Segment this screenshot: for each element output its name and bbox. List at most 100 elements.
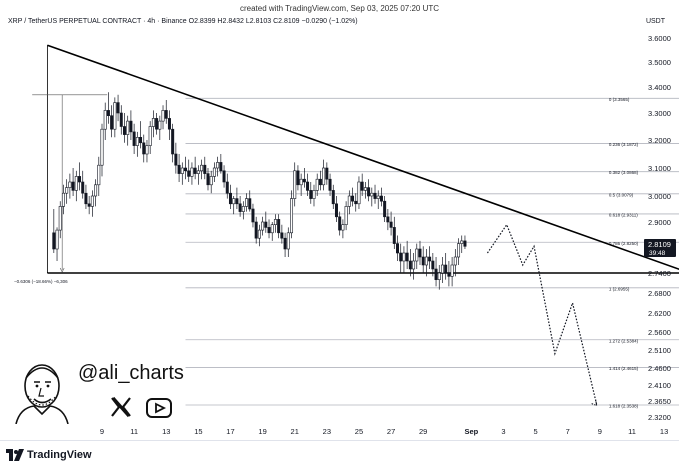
candle-body <box>190 167 194 177</box>
candle-body <box>450 264 454 277</box>
candle-body <box>87 203 91 207</box>
candle-body <box>296 170 300 186</box>
x-tick-label: 21 <box>291 427 299 436</box>
candle-body <box>283 237 287 250</box>
x-tick-label: 23 <box>323 427 331 436</box>
y-tick-label: 2.4600 <box>648 364 671 373</box>
candle-body <box>351 195 355 202</box>
candle-body <box>228 192 232 205</box>
candle-body <box>158 120 162 130</box>
candle-body <box>376 195 380 199</box>
candle-body <box>103 110 107 130</box>
descending-triangle <box>46 44 679 274</box>
candle-body <box>257 229 261 239</box>
candle-body <box>167 118 171 130</box>
price-axis[interactable]: 3.6000 3.5000 3.4000 3.3000 3.2000 3.1000 3.00… <box>648 34 671 422</box>
candle-body <box>203 164 207 174</box>
y-tick-label: 3.0000 <box>648 192 671 201</box>
candle-body <box>389 221 393 228</box>
candle-body <box>119 112 123 127</box>
tradingview-logo[interactable]: TradingView <box>6 449 92 461</box>
projection-path <box>486 223 598 405</box>
fib-label: 0.5 (3.0079) <box>609 192 634 197</box>
candle-body <box>447 272 451 277</box>
y-tick-label: 2.7400 <box>648 269 671 278</box>
candle-body <box>148 126 152 146</box>
candle-body <box>122 126 126 135</box>
candle-body <box>331 190 335 205</box>
candle-body <box>126 120 130 135</box>
fib-label: 0.236 (3.1872) <box>609 142 639 147</box>
fib-label: 1.618 (2.3538) <box>609 403 639 408</box>
candle-body <box>55 229 59 250</box>
author-brand: @ali_charts <box>12 356 242 426</box>
candle-body <box>177 164 181 174</box>
candle-body <box>460 240 464 244</box>
youtube-icon[interactable] <box>146 398 172 418</box>
x-tick-label: 27 <box>387 427 395 436</box>
candle-body <box>367 187 371 197</box>
candle-body <box>113 102 117 130</box>
candle-body <box>209 176 213 186</box>
candle-body <box>193 167 197 174</box>
candle-body <box>347 195 351 207</box>
candle-body <box>187 170 191 177</box>
y-tick-label: 3.1000 <box>648 164 671 173</box>
candle-body <box>328 178 332 191</box>
x-tick-label: 13 <box>660 427 668 436</box>
candle-body <box>267 227 271 234</box>
time-axis[interactable]: 9 11 13 15 17 19 21 23 25 27 29 Sep 3 5 7 9 11 13 <box>100 427 668 436</box>
candle-body <box>219 162 223 172</box>
candlesticks <box>52 92 467 290</box>
candle-body <box>225 181 229 194</box>
candle-body <box>286 232 290 250</box>
candle-body <box>241 206 245 212</box>
y-tick-label: 3.5000 <box>648 58 671 67</box>
price-chart[interactable]: 0 (3.3565) 0.236 (3.1872) 0.382 (3.0868) 0.… <box>0 0 679 440</box>
candle-body <box>200 164 204 172</box>
fib-label: 0 (3.3565) <box>609 97 630 102</box>
candle-body <box>245 198 249 207</box>
candle-body <box>306 181 310 191</box>
y-tick-label: 2.6800 <box>648 289 671 298</box>
candle-body <box>206 173 210 186</box>
candle-body <box>74 176 78 191</box>
candle-body <box>71 181 75 191</box>
candle-body <box>180 167 184 174</box>
fibonacci-levels: 0 (3.3565) 0.236 (3.1872) 0.382 (3.0868) 0.… <box>185 97 679 408</box>
candle-body <box>129 120 133 133</box>
candle-body <box>264 221 268 228</box>
candle-body <box>145 145 149 155</box>
candle-body <box>402 252 406 262</box>
x-twitter-icon[interactable] <box>110 396 132 418</box>
candle-body <box>155 118 159 130</box>
candle-body <box>373 192 377 199</box>
price-tag-value: 2.8109 <box>648 240 671 249</box>
candle-body <box>440 264 444 274</box>
x-tick-label: 9 <box>100 427 104 436</box>
candle-body <box>299 178 303 186</box>
candle-body <box>139 137 143 144</box>
candle-body <box>325 167 329 180</box>
candle-body <box>97 164 101 186</box>
price-tag-box <box>644 239 676 258</box>
candle-body <box>94 184 98 197</box>
x-tick-label: 5 <box>534 427 538 436</box>
candle-body <box>415 248 419 262</box>
candle-body <box>106 110 110 117</box>
candle-body <box>161 110 165 122</box>
candle-body <box>453 256 457 266</box>
candle-body <box>100 128 104 166</box>
candle-body <box>290 198 294 234</box>
candle-body <box>428 256 432 262</box>
y-tick-label: 2.5600 <box>648 328 671 337</box>
x-tick-label: 17 <box>226 427 234 436</box>
author-handle: @ali_charts <box>78 362 184 384</box>
candle-body <box>174 153 178 166</box>
candle-body <box>354 200 358 205</box>
x-tick-label: 19 <box>258 427 266 436</box>
candle-body <box>232 198 236 205</box>
candle-body <box>273 219 277 225</box>
candle-body <box>52 232 56 250</box>
